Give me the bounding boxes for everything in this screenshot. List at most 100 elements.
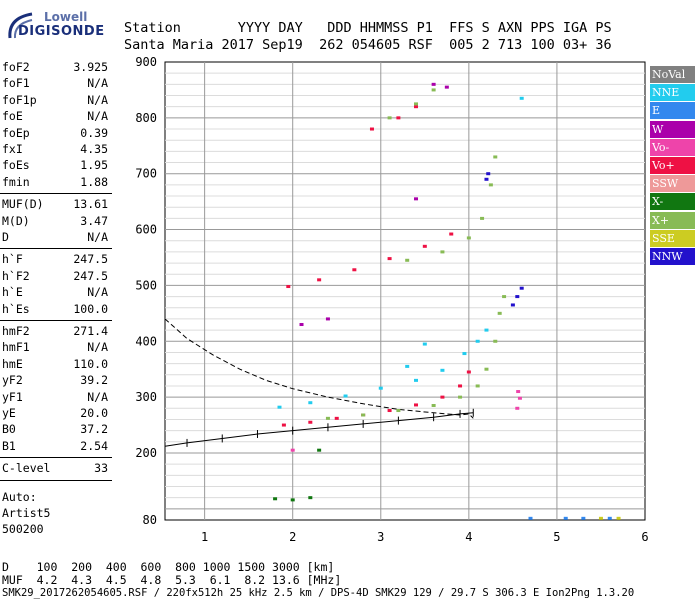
- y-tick-label: 80: [143, 513, 157, 527]
- echo-point: [528, 516, 533, 520]
- param-row: M(D) 3.47: [2, 214, 108, 230]
- x-tick-label: 5: [553, 530, 560, 544]
- echo-point: [484, 367, 489, 371]
- echo-point: [519, 96, 524, 100]
- echo-point: [290, 498, 295, 502]
- param-auto: Auto:: [2, 489, 37, 504]
- param-name: h`E: [2, 285, 23, 300]
- param-row: foF2 3.925: [2, 60, 108, 76]
- param-value: N/A: [87, 76, 108, 91]
- param-value: 0.39: [80, 125, 108, 140]
- param-name: yF1: [2, 389, 23, 404]
- param-version: 500200: [2, 521, 44, 536]
- digisonde-logo: Lowell DIGISONDE: [4, 8, 114, 48]
- x-tick-label: 3: [377, 530, 384, 544]
- echo-point: [440, 395, 445, 399]
- echo-point: [308, 496, 313, 500]
- echo-point: [422, 342, 427, 346]
- legend-item-x: X-: [650, 193, 695, 211]
- param-name: foE: [2, 109, 23, 124]
- echo-point: [449, 232, 454, 236]
- echo-point: [414, 197, 419, 201]
- param-value: 271.4: [73, 324, 108, 338]
- param-value: 247.5: [73, 252, 108, 267]
- legend-item-sse: SSE: [650, 229, 695, 247]
- param-name: h`F: [2, 252, 23, 267]
- echo-point: [361, 413, 366, 417]
- param-value: N/A: [87, 340, 108, 355]
- param-value: 2.54: [80, 438, 108, 453]
- echo-point: [444, 85, 449, 89]
- param-name: h`F2: [2, 268, 30, 283]
- legend-item-e: E: [650, 102, 695, 120]
- header-columns: Station YYYY DAY DDD HHMMSS P1 FFS S AXN…: [124, 20, 612, 36]
- echo-point: [475, 384, 480, 388]
- param-name: yF2: [2, 373, 23, 388]
- echo-point: [343, 394, 348, 398]
- param-row: fmin 1.88: [2, 175, 108, 191]
- param-row: yE 20.0: [2, 406, 108, 422]
- echo-point: [325, 416, 330, 420]
- param-value: N/A: [87, 92, 108, 107]
- y-tick-label: 700: [135, 167, 157, 181]
- param-value: N/A: [87, 389, 108, 404]
- echo-point: [308, 420, 313, 424]
- param-value: 37.2: [80, 422, 108, 437]
- echo-point: [308, 401, 313, 405]
- echo-point: [286, 285, 291, 289]
- param-value: 33: [94, 461, 108, 476]
- echo-point: [414, 102, 419, 106]
- echo-point: [497, 311, 502, 315]
- echo-point: [317, 448, 322, 452]
- param-value: N/A: [87, 285, 108, 300]
- param-separator: [0, 457, 112, 459]
- legend-item-nnw: NNW: [650, 248, 695, 265]
- echo-point: [440, 250, 445, 254]
- param-value: N/A: [87, 230, 108, 244]
- echo-point: [414, 403, 419, 407]
- param-name: foF2: [2, 60, 30, 74]
- echo-point: [325, 317, 330, 321]
- y-tick-label: 400: [135, 334, 157, 348]
- x-tick-label: 4: [465, 530, 472, 544]
- param-row: MUF(D) 13.61: [2, 197, 108, 213]
- echo-point: [466, 236, 471, 240]
- echo-point: [488, 183, 493, 187]
- echo-point: [475, 339, 480, 343]
- profile-line: [164, 318, 474, 419]
- echo-point: [352, 268, 357, 272]
- param-row: h`Es 100.0: [2, 302, 108, 318]
- echo-point: [517, 396, 522, 400]
- echo-point: [616, 516, 621, 520]
- param-value: 3.925: [73, 60, 108, 74]
- y-tick-label: 300: [135, 390, 157, 404]
- echo-point: [405, 364, 410, 368]
- footer-info: SMK29_2017262054605.RSF / 220fx512h 25 k…: [2, 587, 635, 599]
- param-separator: [0, 193, 112, 195]
- echo-point: [396, 116, 401, 120]
- param-value: 20.0: [80, 406, 108, 420]
- param-row: foF1 N/A: [2, 76, 108, 92]
- param-name: B1: [2, 438, 16, 453]
- echo-point: [378, 386, 383, 390]
- echo-point: [405, 258, 410, 262]
- legend-item-noval: NoVal: [650, 66, 695, 83]
- param-value: 247.5: [73, 268, 108, 283]
- echo-point: [422, 244, 427, 248]
- param-name: foF1p: [2, 92, 37, 107]
- param-value: 39.2: [80, 373, 108, 388]
- echo-point: [598, 516, 603, 520]
- echo-point: [387, 409, 392, 413]
- echo-point: [515, 295, 520, 299]
- param-name: fmin: [2, 174, 30, 189]
- param-name: fxI: [2, 142, 23, 156]
- echo-point: [317, 278, 322, 282]
- param-name: M(D): [2, 213, 30, 228]
- echo-point: [493, 339, 498, 343]
- param-name: hmF2: [2, 324, 30, 338]
- param-name: D: [2, 230, 9, 244]
- x-tick-label: 1: [201, 530, 208, 544]
- echo-point: [502, 295, 507, 299]
- echo-point: [484, 177, 489, 181]
- echo-point: [493, 155, 498, 159]
